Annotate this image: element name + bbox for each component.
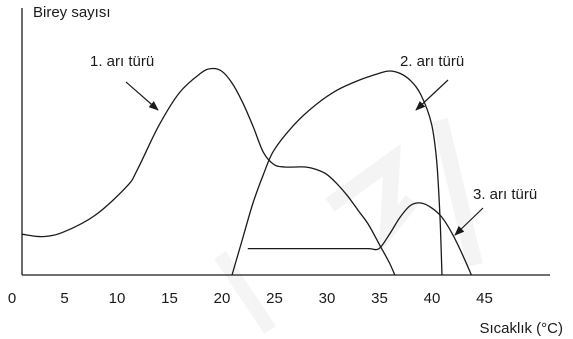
x-axis-label: Sıcaklık (°C)	[479, 320, 563, 337]
x-tick-40: 40	[424, 290, 441, 307]
series-label-3: 3. arı türü	[473, 186, 537, 203]
series-label-1: 1. arı türü	[90, 53, 154, 70]
series-lines	[21, 67, 472, 276]
x-tick-15: 15	[161, 290, 178, 307]
series-line-1	[21, 67, 396, 276]
x-tick-0: 0	[8, 290, 16, 307]
series-line-3	[247, 202, 472, 276]
x-tick-45: 45	[476, 290, 493, 307]
x-tick-30: 30	[319, 290, 336, 307]
x-tick-10: 10	[109, 290, 126, 307]
x-tick-labels: 0 5 10 15 20 25 30 35 40 45	[8, 290, 493, 307]
x-tick-35: 35	[371, 290, 388, 307]
watermark	[214, 118, 483, 334]
y-axis-label: Birey sayısı	[33, 4, 111, 21]
series-label-2: 2. arı türü	[400, 53, 464, 70]
x-tick-5: 5	[60, 290, 68, 307]
series-line-2	[231, 70, 443, 276]
x-tick-20: 20	[214, 290, 231, 307]
series-arrow-2	[415, 79, 449, 111]
series-annotations: 1. arı türü 2. arı türü 3. arı türü	[90, 53, 537, 236]
series-arrow-1	[125, 81, 159, 111]
series-arrow-3	[454, 207, 484, 236]
x-tick-25: 25	[266, 290, 283, 307]
